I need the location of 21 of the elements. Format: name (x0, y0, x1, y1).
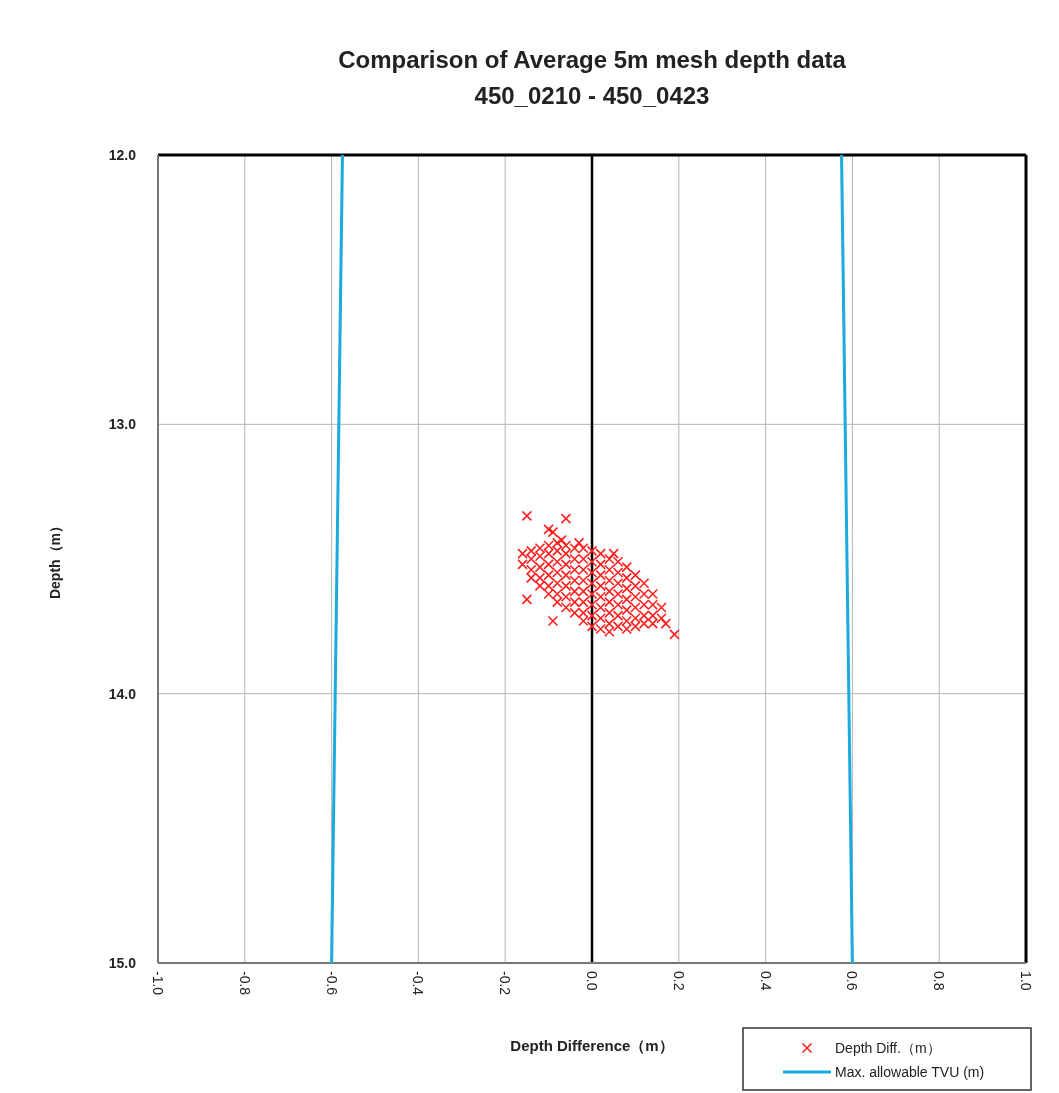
x-tick-label: 0.4 (757, 971, 774, 991)
x-tick-label: 1.0 (1018, 971, 1034, 991)
x-tick-label: -0.4 (410, 971, 427, 996)
x-tick-label: -0.2 (497, 971, 514, 996)
x-tick-label: 0.2 (670, 971, 687, 991)
y-tick-label: 15.0 (108, 955, 137, 971)
y-tick-label: 13.0 (108, 416, 137, 433)
x-axis-title: Depth Difference（m） (510, 1037, 674, 1054)
x-tick-label: -0.6 (323, 971, 340, 996)
x-tick-label: 0.8 (931, 971, 948, 991)
x-tick-label: -0.8 (236, 971, 253, 996)
chart-subtitle: 450_0210 - 450_0423 (474, 82, 710, 109)
x-tick-label: 0.0 (584, 971, 600, 991)
chart-title: Comparison of Average 5m mesh depth data (338, 46, 847, 73)
legend-label: Max. allowable TVU (m) (835, 1064, 985, 1080)
x-tick-label: 0.6 (844, 971, 861, 991)
y-tick-label: 12.0 (108, 147, 137, 163)
legend-label: Depth Diff.（m） (835, 1040, 941, 1056)
x-tick-label: -1.0 (150, 971, 166, 996)
y-axis-title: Depth（m） (47, 518, 63, 600)
y-tick-label: 14.0 (108, 685, 137, 702)
